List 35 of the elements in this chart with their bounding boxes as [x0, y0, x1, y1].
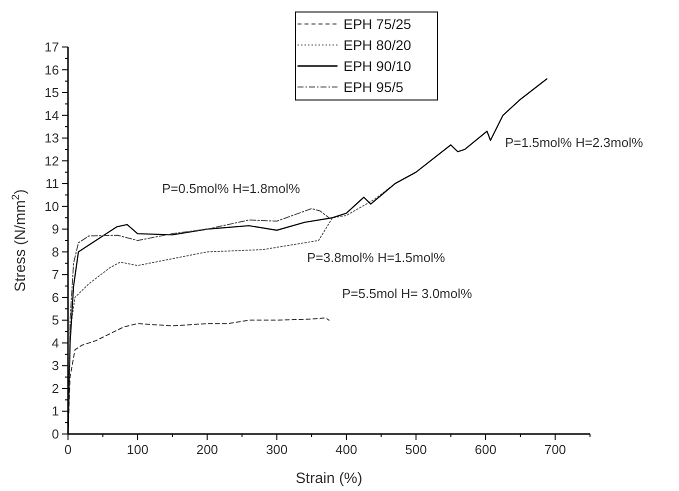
- x-tick-label: 500: [405, 442, 427, 457]
- y-tick-label: 2: [52, 380, 59, 396]
- x-axis-title: Strain (%): [296, 470, 362, 487]
- y-tick-label: 10: [44, 198, 59, 214]
- y-tick-label: 13: [44, 130, 59, 146]
- y-tick-label: 11: [46, 176, 59, 192]
- y-tick-label: 9: [52, 222, 59, 237]
- y-tick-label: 16: [44, 62, 59, 78]
- y-tick-label: 8: [52, 244, 59, 260]
- x-tick-label: 700: [544, 442, 566, 457]
- legend-label: EPH 75/25: [344, 16, 412, 32]
- legend-label: EPH 90/10: [344, 58, 412, 74]
- legend-label: EPH 80/20: [344, 37, 412, 53]
- y-tick-label: 14: [44, 108, 59, 123]
- x-tick-label: 0: [64, 442, 72, 457]
- annotation: P=5.5mol H= 3.0mol%: [342, 286, 473, 301]
- x-tick-label: 300: [266, 442, 288, 457]
- y-tick-label: 17: [44, 40, 59, 54]
- y-tick-label: 7: [52, 267, 59, 282]
- annotation: P=1.5mol% H=2.3mol%: [505, 135, 644, 150]
- annotation: P=0.5mol% H=1.8mol%: [162, 181, 300, 196]
- y-tick-label: 0: [52, 426, 59, 442]
- y-tick-label: 15: [44, 85, 59, 100]
- x-tick-label: 400: [336, 442, 358, 457]
- y-tick-label: 5: [52, 312, 59, 328]
- y-tick-label: 4: [52, 335, 59, 350]
- x-tick-label: 200: [196, 442, 218, 457]
- y-tick-label: 12: [44, 153, 59, 168]
- x-tick-label: 100: [126, 442, 148, 457]
- y-tick-label: 1: [52, 404, 59, 419]
- y-tick-label: 3: [52, 358, 59, 374]
- y-tick-label: 6: [52, 290, 59, 305]
- x-tick-label: 600: [474, 442, 496, 457]
- legend-label: EPH 95/5: [344, 79, 404, 95]
- annotation: P=3.8mol% H=1.5mol%: [307, 250, 446, 265]
